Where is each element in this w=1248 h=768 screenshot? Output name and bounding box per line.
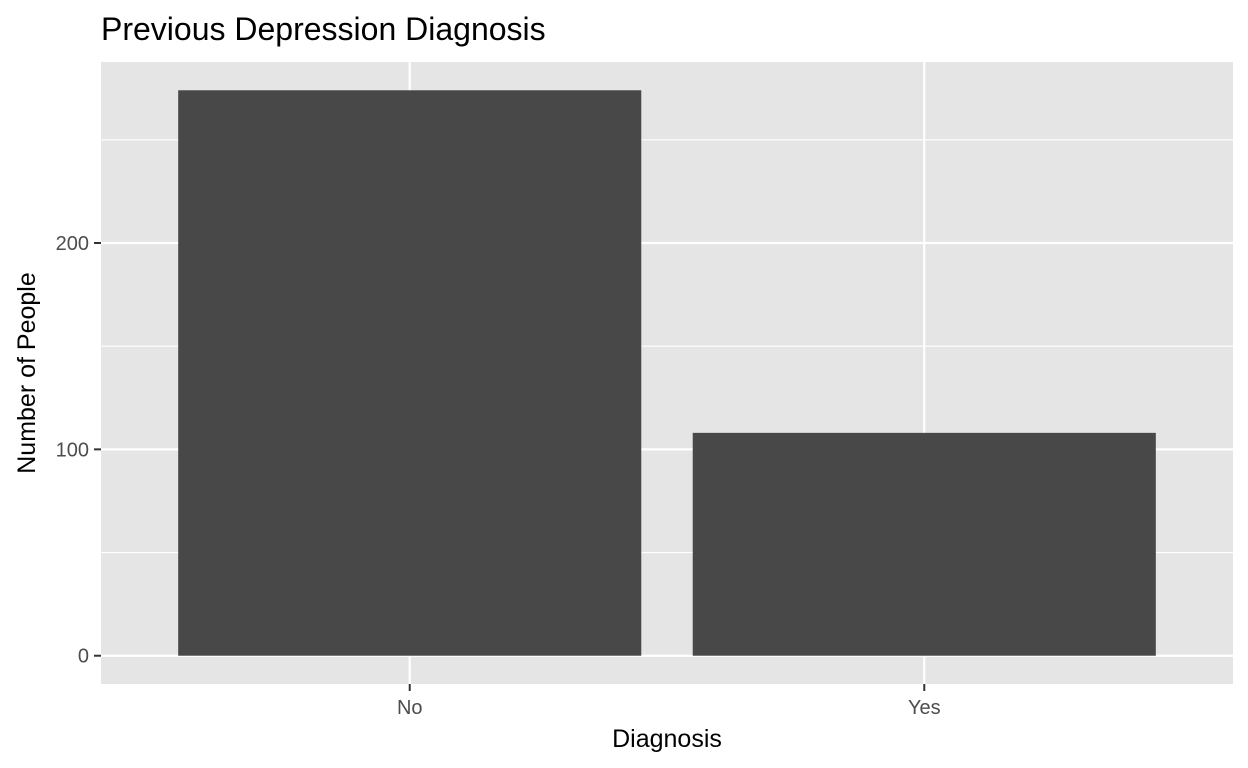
- axes: 0 100 200 No Yes: [56, 233, 941, 719]
- bars: [178, 90, 1156, 656]
- y-axis-title: Number of People: [13, 272, 41, 474]
- x-axis-title: Diagnosis: [612, 725, 722, 753]
- y-tick-label: 0: [78, 646, 89, 668]
- chart-title: Previous Depression Diagnosis: [101, 11, 546, 47]
- x-tick-label: Yes: [908, 697, 941, 719]
- bar-no: [178, 90, 642, 656]
- x-tick-label: No: [397, 697, 423, 719]
- bar-yes: [692, 432, 1156, 656]
- y-tick-label: 100: [56, 439, 89, 461]
- y-tick-label: 200: [56, 233, 89, 255]
